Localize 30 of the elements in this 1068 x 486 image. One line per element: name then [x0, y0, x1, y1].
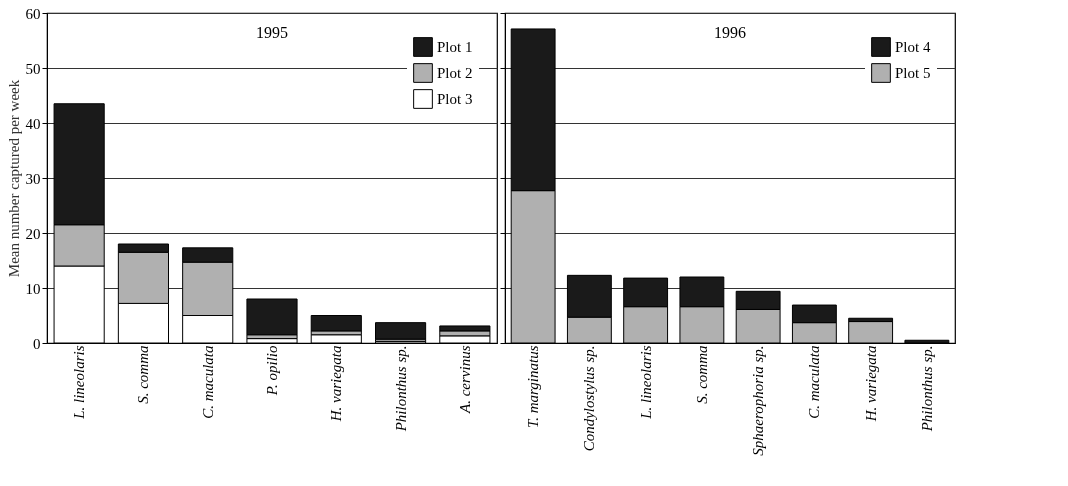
- legend-label: Plot 3: [437, 91, 473, 107]
- y-tick-label: 40: [25, 115, 41, 132]
- legend-label: Plot 2: [437, 65, 473, 81]
- x-tick-label: Philonthus sp.: [918, 345, 935, 433]
- x-tick-label: C. maculata: [199, 345, 216, 419]
- y-tick-label: 0: [33, 335, 41, 352]
- y-tick-label: 60: [25, 5, 41, 22]
- y-tick-label: 50: [25, 60, 41, 77]
- y-tick-label: 20: [25, 225, 41, 242]
- x-tick-label: Sphaerophoria sp.: [750, 345, 767, 456]
- x-tick-label: A. cervinus: [456, 345, 473, 414]
- x-tick-label: Philonthus sp.: [392, 345, 409, 433]
- x-tick-label: S. comma: [693, 345, 710, 404]
- x-tick-label: Condylostylus sp.: [581, 345, 598, 452]
- x-tick-label: L. lineolaris: [637, 345, 654, 420]
- y-tick-label: 10: [25, 280, 41, 297]
- x-tick-label: L. lineolaris: [71, 345, 88, 420]
- text: 1996: [714, 24, 746, 41]
- x-tick-label: H. variegata: [862, 345, 879, 423]
- legend-label: Plot 5: [895, 65, 931, 81]
- x-tick-label: S. comma: [135, 345, 152, 404]
- x-tick-label: C. maculata: [806, 345, 823, 419]
- y-axis-title: Mean number captured per week: [5, 79, 22, 278]
- x-tick-label: H. variegata: [328, 345, 345, 423]
- legend-label: Plot 1: [437, 39, 473, 55]
- x-tick-label: T. marginatus: [525, 345, 542, 429]
- text: 1995: [256, 24, 288, 41]
- y-tick-label: 30: [25, 170, 41, 187]
- x-tick-label: P. opilio: [264, 345, 280, 397]
- legend-label: Plot 4: [895, 39, 931, 55]
